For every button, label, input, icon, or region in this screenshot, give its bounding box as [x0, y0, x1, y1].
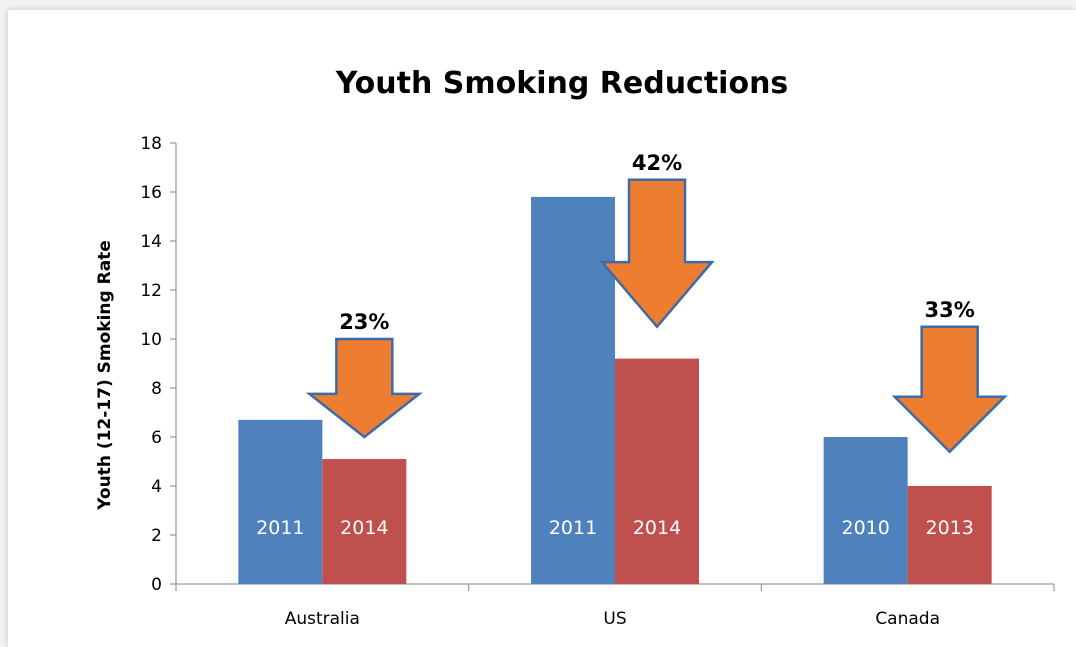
bar-year-label: 2011 [549, 517, 597, 539]
youth-smoking-bar-chart: Youth Smoking Reductions Youth (12-17) S… [95, 66, 1055, 629]
bar-year-label: 2013 [925, 517, 973, 539]
bar-year-label: 2011 [256, 517, 304, 539]
y-tick-label: 2 [151, 526, 162, 546]
y-tick-label: 8 [151, 379, 162, 399]
plot-area: 0 2 4 6 8 10 12 14 16 18 2011 2014 Australia 2011 2014… [140, 134, 1055, 629]
x-tick-label: US [603, 609, 626, 629]
bar [238, 419, 323, 584]
y-tick-label: 0 [151, 575, 162, 595]
reduction-percentage-label: 42% [632, 151, 682, 175]
reduction-percentage-label: 33% [925, 298, 975, 322]
down-arrow-annotation [599, 178, 715, 329]
chart-title: Youth Smoking Reductions [335, 66, 789, 101]
y-tick-label: 6 [151, 428, 162, 448]
bar [823, 437, 908, 584]
bar [907, 486, 992, 584]
bar [615, 358, 699, 584]
bar-year-label: 2014 [633, 517, 681, 539]
y-tick-label: 18 [140, 134, 162, 154]
bar-year-label: 2014 [340, 517, 388, 539]
y-tick-label: 16 [140, 183, 162, 203]
reduction-percentage-label: 23% [339, 310, 389, 334]
y-axis-label: Youth (12-17) Smoking Rate [95, 240, 115, 511]
chart-container: Youth Smoking Reductions Youth (12-17) S… [8, 10, 1076, 647]
y-tick-label: 14 [140, 232, 162, 252]
down-arrow-annotation [891, 325, 1008, 454]
x-tick-label: Canada [875, 609, 940, 629]
x-tick-label: Australia [285, 609, 360, 629]
y-tick-label: 10 [140, 330, 162, 350]
y-tick-label: 12 [140, 281, 162, 301]
bar [322, 459, 407, 584]
y-tick-label: 4 [151, 477, 162, 497]
bar-year-label: 2010 [841, 517, 889, 539]
down-arrow-annotation [305, 337, 423, 439]
